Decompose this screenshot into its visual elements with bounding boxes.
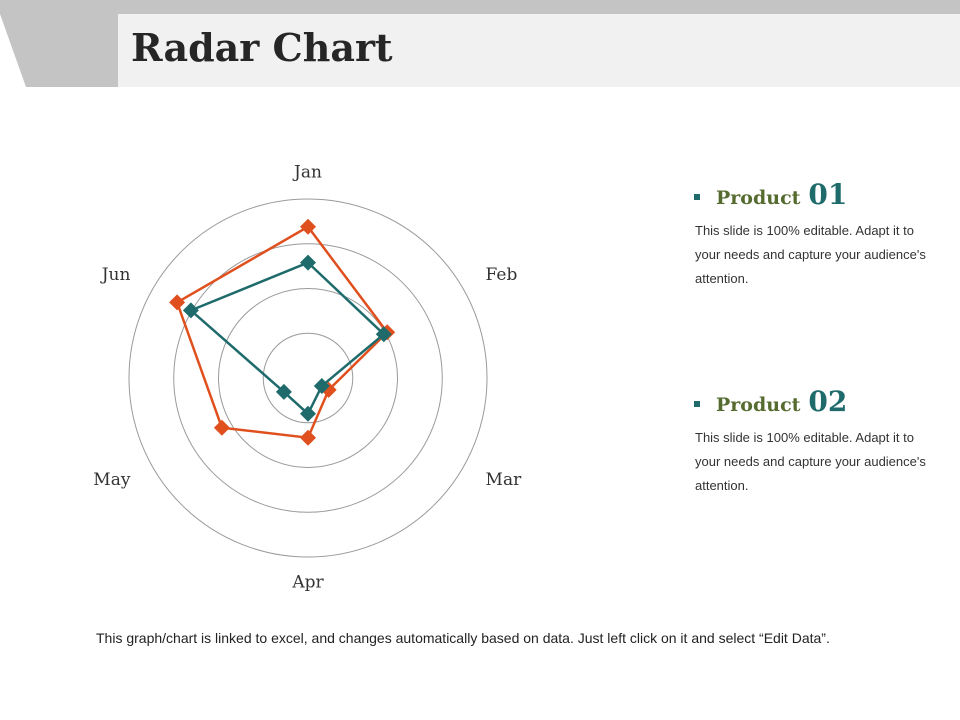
data-point	[213, 419, 230, 436]
data-point	[300, 405, 316, 422]
data-point	[182, 302, 199, 319]
legend-number: 01	[808, 178, 848, 211]
axis-label: May	[93, 470, 131, 490]
grid-ring	[173, 243, 443, 513]
legend-item-product-02: Product 02 This slide is 100% editable. …	[694, 385, 934, 498]
data-point	[275, 383, 292, 400]
data-point	[300, 429, 316, 446]
data-point	[169, 294, 186, 311]
data-point	[375, 326, 392, 343]
legend-number: 02	[808, 385, 848, 418]
axis-label: Jan	[292, 163, 322, 183]
title-accent-shape	[0, 14, 136, 87]
page-title: Radar Chart	[131, 25, 393, 70]
legend-heading: Product 01	[694, 178, 934, 211]
legend-label: Product	[716, 394, 801, 416]
data-point	[300, 254, 316, 271]
legend-description: This slide is 100% editable. Adapt it to…	[695, 430, 926, 493]
axis-label: Feb	[486, 265, 518, 285]
grid-ring	[218, 288, 398, 468]
grid-ring	[128, 198, 488, 558]
bullet-icon	[694, 194, 700, 200]
legend-description: This slide is 100% editable. Adapt it to…	[695, 223, 926, 286]
legend-item-product-01: Product 01 This slide is 100% editable. …	[694, 178, 934, 291]
top-stripe	[0, 0, 960, 14]
data-point	[300, 218, 316, 235]
radar-chart: Jan Feb Mar Apr May Jun	[93, 163, 523, 593]
axis-label: Mar	[486, 470, 523, 490]
bullet-icon	[694, 401, 700, 407]
axis-label: Apr	[291, 573, 324, 593]
axis-label: Jun	[100, 265, 131, 285]
title-band	[118, 14, 960, 87]
legend-label: Product	[716, 187, 801, 209]
data-point	[313, 378, 330, 394]
footer-note: This graph/chart is linked to excel, and…	[96, 630, 830, 646]
series-line	[175, 225, 389, 440]
legend-heading: Product 02	[694, 385, 934, 418]
grid-ring	[262, 332, 354, 424]
